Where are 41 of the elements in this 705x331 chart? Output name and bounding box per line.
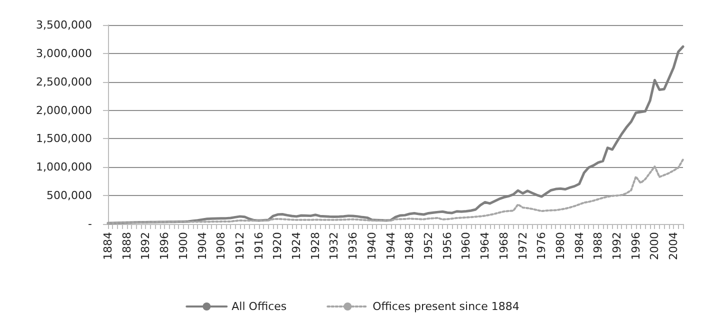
- legend-label: All Offices: [232, 300, 287, 313]
- x-tick-label: 1964: [478, 232, 492, 260]
- x-tick-label: 1936: [346, 232, 360, 260]
- x-tick-label: 1960: [460, 232, 473, 260]
- x-tick-label: 1972: [516, 232, 530, 260]
- x-tick-label: 2004: [667, 232, 680, 260]
- y-tick-label: 3,500,000: [36, 18, 92, 32]
- x-tick-label: 1984: [572, 232, 586, 260]
- x-tick-label: 1892: [139, 232, 152, 260]
- x-tick-label: 1944: [384, 232, 398, 260]
- x-tick-label: 1920: [271, 232, 284, 260]
- y-tick-label: -: [88, 218, 92, 230]
- y-tick-label: 500,000: [46, 189, 92, 202]
- x-tick-label: 1956: [440, 232, 454, 260]
- x-tick-label: 1968: [497, 232, 510, 260]
- y-tick-label: 2,000,000: [36, 104, 92, 117]
- x-tick-label: 1884: [102, 232, 114, 260]
- x-tick-label: 1940: [365, 232, 378, 260]
- y-tick-label: 1,000,000: [36, 160, 92, 174]
- y-tick-label: 3,000,000: [36, 46, 92, 60]
- x-tick-label: 1952: [422, 232, 435, 260]
- y-tick-label: 1,500,000: [36, 132, 92, 146]
- x-tick-label: 1888: [120, 232, 134, 260]
- x-tick-label: 1904: [196, 232, 209, 260]
- x-tick-label: 1948: [403, 232, 416, 260]
- x-tick-label: 1896: [158, 232, 172, 260]
- x-tick-label: 1996: [629, 232, 642, 260]
- y-tick-label: 2,500,000: [36, 75, 92, 88]
- legend-label: Offices present since 1884: [372, 300, 520, 313]
- x-tick-label: 1916: [252, 232, 266, 260]
- x-tick-label: 1932: [328, 232, 341, 260]
- x-tick-label: 1980: [554, 232, 567, 260]
- x-tick-label: 1924: [290, 232, 304, 260]
- x-tick-label: 2000: [648, 232, 662, 260]
- x-tick-label: 1988: [592, 232, 605, 260]
- x-tick-label: 1912: [233, 232, 246, 260]
- x-tick-label: 1908: [214, 232, 228, 260]
- x-tick-label: 1992: [610, 232, 624, 260]
- x-tick-label: 1900: [176, 232, 190, 260]
- x-tick-label: 1976: [535, 232, 548, 260]
- x-tick-label: 1928: [308, 232, 322, 260]
